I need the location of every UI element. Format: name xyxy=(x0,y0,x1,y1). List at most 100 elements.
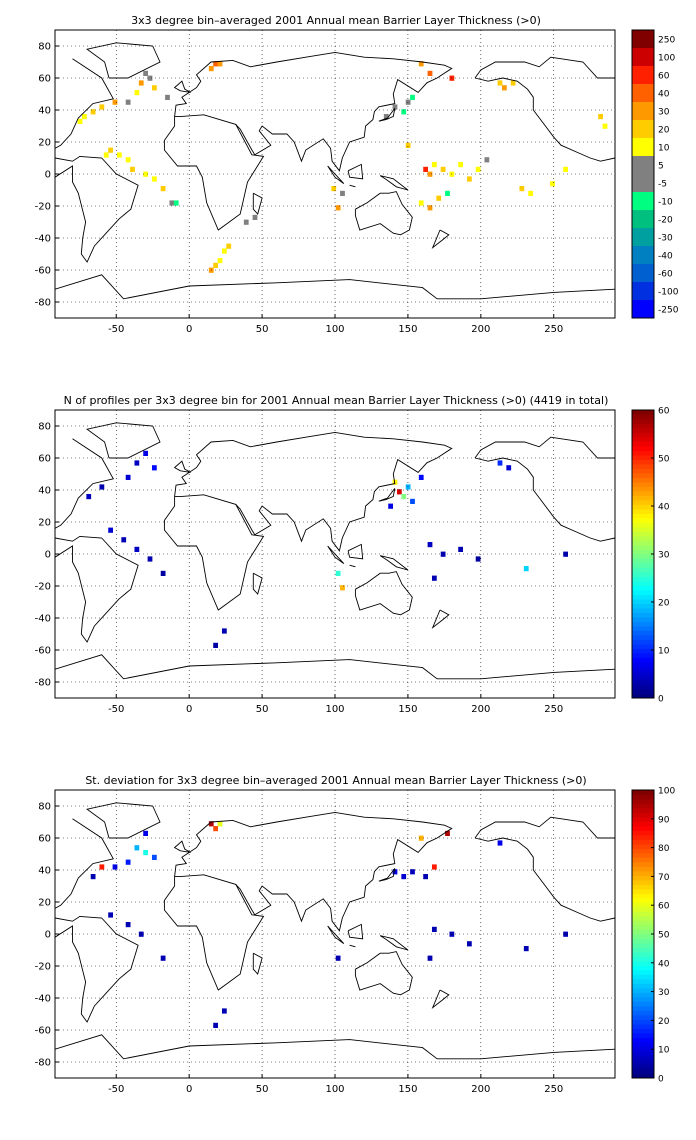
coastline xyxy=(327,925,345,944)
data-cell xyxy=(125,99,131,105)
data-cell xyxy=(226,243,232,249)
colorbar-gradient-step xyxy=(632,1006,654,1011)
colorbar-gradient-step xyxy=(632,657,654,663)
data-cell xyxy=(401,494,407,500)
data-cell xyxy=(445,190,450,196)
y-tick-label: 40 xyxy=(38,866,51,877)
coastline xyxy=(163,494,265,611)
x-tick-label: 150 xyxy=(398,324,417,335)
data-cell xyxy=(217,258,223,264)
colorbar-swatch xyxy=(632,156,654,175)
colorbar-gradient-step xyxy=(632,450,654,456)
colorbar-swatch xyxy=(632,246,654,265)
colorbar-gradient-step xyxy=(632,608,654,613)
y-tick-label: 0 xyxy=(45,550,51,561)
data-cell xyxy=(563,166,569,172)
data-cell xyxy=(383,114,389,120)
x-tick-label: 100 xyxy=(325,1084,344,1095)
data-cell xyxy=(466,176,472,182)
colorbar-gradient-step xyxy=(632,1019,654,1025)
colorbar-gradient-step xyxy=(632,617,654,622)
y-tick-label: -20 xyxy=(35,202,51,213)
colorbar-gradient-step xyxy=(632,920,654,926)
colorbar-label: 60 xyxy=(658,902,670,912)
colorbar-gradient-step xyxy=(632,545,654,550)
colorbar-gradient-step xyxy=(632,585,654,591)
data-cell xyxy=(125,157,131,163)
colorbar-label: 0 xyxy=(658,1075,664,1085)
colorbar-gradient-step xyxy=(632,875,654,881)
colorbar-gradient-step xyxy=(632,441,654,447)
x-tick-label: 200 xyxy=(471,324,490,335)
colorbar-gradient-step xyxy=(632,1064,654,1070)
y-tick-label: 80 xyxy=(38,802,51,813)
colorbar-gradient-step xyxy=(632,468,654,474)
coastline xyxy=(252,192,263,215)
data-cell xyxy=(427,542,433,548)
data-cell xyxy=(221,248,227,254)
data-cell xyxy=(401,874,407,880)
data-cell xyxy=(396,489,402,495)
colorbar: 0 10 20 30 40 50 60 xyxy=(631,407,670,705)
colorbar-label: 10 xyxy=(658,647,670,657)
y-tick-label: 40 xyxy=(38,106,51,117)
colorbar-gradient-step xyxy=(632,1060,654,1065)
data-cell xyxy=(392,869,398,875)
data-cell xyxy=(405,142,411,148)
data-cell xyxy=(147,75,153,81)
data-cell xyxy=(563,931,569,937)
colorbar-swatch xyxy=(632,138,654,157)
colorbar-label: 0 xyxy=(658,695,664,705)
data-cell xyxy=(99,864,105,870)
coastline xyxy=(174,51,453,172)
colorbar-gradient-step xyxy=(632,970,654,975)
data-cell xyxy=(165,94,170,100)
data-cell xyxy=(112,864,118,870)
colorbar-gradient-step xyxy=(632,527,654,532)
colorbar-gradient-step xyxy=(632,866,654,872)
data-cell xyxy=(143,850,149,856)
data-cell xyxy=(143,70,149,76)
coastline xyxy=(327,165,345,184)
colorbar-gradient-step xyxy=(632,410,654,415)
data-cell xyxy=(458,162,464,168)
data-cell xyxy=(501,85,507,91)
data-cell xyxy=(475,166,481,172)
x-tick-label: 150 xyxy=(398,1084,417,1095)
data-cell xyxy=(208,66,214,72)
y-tick-label: -60 xyxy=(35,266,51,277)
coastline xyxy=(252,572,263,595)
colorbar-gradient-step xyxy=(632,554,654,559)
x-tick-label: -50 xyxy=(108,1084,124,1095)
colorbar-gradient-step xyxy=(632,911,654,917)
coastline xyxy=(347,163,364,180)
data-cell xyxy=(121,537,127,543)
colorbar-gradient-step xyxy=(632,1024,654,1029)
data-cell xyxy=(217,61,223,67)
data-cell xyxy=(523,946,529,952)
colorbar-label: 50 xyxy=(658,931,670,941)
y-tick-label: -80 xyxy=(35,298,51,309)
colorbar-gradient-step xyxy=(632,1046,654,1052)
x-tick-label: 0 xyxy=(186,324,192,335)
colorbar-gradient-step xyxy=(632,956,654,962)
coastline xyxy=(173,80,191,93)
coastline xyxy=(86,42,161,79)
x-tick-label: 0 xyxy=(186,1084,192,1095)
data-cell xyxy=(213,262,219,268)
coastline xyxy=(86,802,161,839)
data-cell xyxy=(160,186,166,192)
coastline xyxy=(252,952,263,975)
colorbar-label: 10 xyxy=(658,1046,670,1056)
data-cell xyxy=(484,157,490,163)
colorbar-gradient-step xyxy=(632,576,654,582)
colorbar-label: 5 xyxy=(658,162,664,172)
data-cell xyxy=(151,854,157,860)
colorbar-gradient-step xyxy=(632,536,654,541)
colorbar-gradient-step xyxy=(632,1015,654,1020)
colorbar-gradient-step xyxy=(632,648,654,654)
colorbar-swatch xyxy=(632,66,654,85)
coastline xyxy=(349,184,356,188)
